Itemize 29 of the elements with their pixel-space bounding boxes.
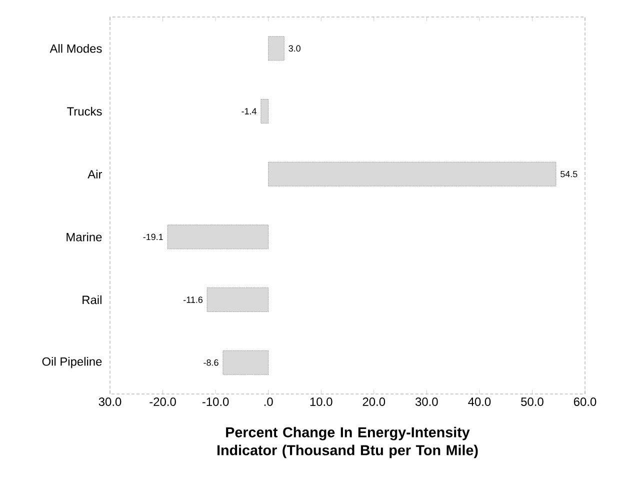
bar [268,36,284,61]
x-tick-label: 30.0 [98,398,122,406]
x-tick-label: 40.0 [468,398,491,406]
x-tick-label: 20.0 [362,398,386,406]
x-tick-label: .0 [264,398,273,406]
data-label: 3.0 [288,45,300,52]
data-label: 54.5 [560,170,578,178]
bar [268,162,556,186]
x-tick-label: 60.0 [574,398,596,406]
y-tick-label: Trucks [67,106,102,116]
x-tick-label: 10.0 [310,398,332,406]
y-tick-label: Air [88,170,102,178]
bar [167,224,269,250]
x-tick-label: -20.0 [150,398,176,406]
y-tick-label: Marine [66,232,102,242]
data-label: -19.1 [143,234,163,240]
bar [206,288,269,312]
y-tick-label: All Modes [50,44,102,53]
x-tick-label: 50.0 [521,398,544,406]
bar [222,350,269,375]
y-tick-label: Oil Pipeline [42,357,102,368]
x-tick-label: 30.0 [415,398,438,406]
data-label: -1.4 [242,108,256,114]
y-tick-label: Rail [82,295,102,304]
data-label: -11.6 [184,296,203,303]
x-tick-label: -10.0 [202,398,229,406]
x-axis-title: Percent Change In Energy-Intensity Indicator (Thousand Btu per Ton Mile) [217,426,478,458]
bar [260,99,269,124]
data-label: -8.6 [204,359,218,366]
